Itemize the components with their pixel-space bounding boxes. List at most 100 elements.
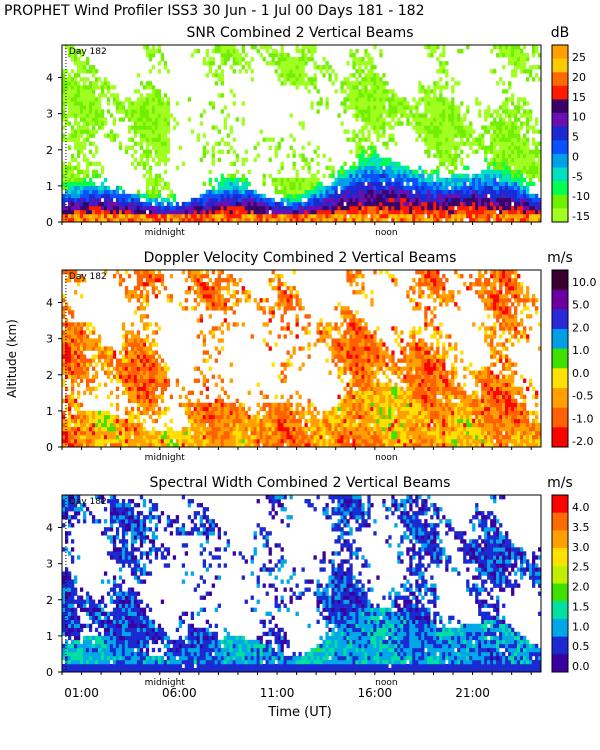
heatmap-cell (139, 290, 144, 295)
heatmap-cell (424, 121, 428, 126)
heatmap-cell (160, 57, 165, 62)
heatmap-cell (85, 85, 90, 90)
heatmap-cell (223, 117, 227, 122)
heatmap-cell (499, 189, 503, 195)
heatmap-cell (538, 65, 542, 70)
heatmap-cell (70, 418, 75, 424)
heatmap-cell (67, 306, 72, 311)
heatmap-cell (280, 205, 284, 211)
heatmap-cell (250, 77, 254, 82)
heatmap-cell (85, 382, 90, 387)
heatmap-cell (385, 209, 389, 215)
heatmap-cell (415, 105, 419, 110)
heatmap-cell (538, 77, 542, 82)
heatmap-cell (388, 185, 392, 191)
heatmap-cell (376, 105, 380, 110)
heatmap-cell (244, 438, 248, 444)
heatmap-cell (181, 306, 186, 311)
heatmap-cell (163, 438, 168, 444)
heatmap-cell (202, 358, 206, 363)
figure-title: PROPHET Wind Profiler ISS3 30 Jun - 1 Ju… (4, 3, 424, 19)
heatmap-cell (202, 342, 206, 347)
heatmap-cell (76, 137, 81, 142)
heatmap-cell (91, 89, 96, 94)
heatmap-cell (175, 442, 180, 448)
heatmap-cell (148, 366, 153, 371)
heatmap-cell (346, 209, 350, 215)
heatmap-cell (64, 193, 69, 199)
heatmap-cell (520, 173, 524, 179)
heatmap-cell (298, 181, 302, 187)
heatmap-cell (379, 197, 383, 203)
heatmap-cell (376, 169, 380, 175)
heatmap-cell (103, 358, 108, 363)
heatmap-cell (139, 153, 144, 158)
heatmap-cell (148, 382, 153, 387)
heatmap-cell (265, 137, 269, 142)
heatmap-cell (217, 282, 221, 287)
heatmap-cell (310, 217, 314, 223)
heatmap-cell (130, 109, 135, 114)
heatmap-cell (358, 145, 362, 150)
heatmap-cell (139, 105, 144, 110)
heatmap-cell (193, 410, 198, 416)
heatmap-cell (205, 418, 209, 424)
heatmap-cell (109, 434, 114, 440)
heatmap-cell (67, 73, 72, 78)
heatmap-cell (76, 406, 81, 412)
heatmap-cell (208, 61, 212, 66)
heatmap-cell (250, 45, 254, 50)
heatmap-cell (310, 49, 314, 54)
heatmap-cell (142, 326, 147, 331)
heatmap-cell (223, 105, 227, 110)
heatmap-cell (487, 165, 491, 170)
heatmap-cell (229, 49, 233, 54)
heatmap-cell (136, 422, 141, 428)
heatmap-cell (79, 181, 84, 187)
heatmap-cell (364, 89, 368, 94)
heatmap-cell (409, 185, 413, 191)
heatmap-cell (217, 306, 221, 311)
heatmap-cell (475, 141, 479, 146)
heatmap-cell (313, 189, 317, 195)
heatmap-cell (106, 81, 111, 86)
heatmap-cell (370, 157, 374, 162)
heatmap-cell (310, 201, 314, 207)
heatmap-cell (142, 205, 147, 211)
heatmap-cell (199, 270, 203, 275)
heatmap-cell (85, 322, 90, 327)
heatmap-cell (499, 137, 503, 142)
heatmap-cell (340, 177, 344, 183)
heatmap-cell (151, 418, 156, 424)
heatmap-cell (199, 314, 203, 319)
heatmap-cell (403, 217, 407, 223)
heatmap-cell (418, 185, 422, 191)
heatmap-cell (349, 185, 353, 191)
heatmap-cell (505, 149, 509, 154)
heatmap-cell (286, 201, 290, 207)
heatmap-cell (427, 93, 431, 98)
heatmap-cell (499, 145, 503, 150)
heatmap-cell (142, 394, 147, 400)
heatmap-cell (76, 394, 81, 400)
heatmap-cell (469, 205, 473, 211)
heatmap-cell (163, 362, 168, 367)
heatmap-cell (391, 89, 395, 94)
heatmap-cell (379, 157, 383, 162)
heatmap-cell (163, 105, 168, 110)
heatmap-cell (445, 201, 449, 207)
heatmap-cell (112, 97, 117, 102)
heatmap-cell (121, 326, 126, 331)
heatmap-cell (523, 177, 527, 183)
heatmap-cell (91, 342, 96, 347)
heatmap-cell (409, 209, 413, 215)
heatmap-cell (76, 129, 81, 134)
heatmap-cell (499, 149, 503, 154)
heatmap-cell (298, 201, 302, 207)
heatmap-cell (430, 109, 434, 114)
heatmap-cell (361, 189, 365, 195)
heatmap-cell (124, 113, 129, 118)
heatmap-cell (163, 129, 168, 134)
heatmap-cell (148, 282, 153, 287)
heatmap-cell (328, 197, 332, 203)
